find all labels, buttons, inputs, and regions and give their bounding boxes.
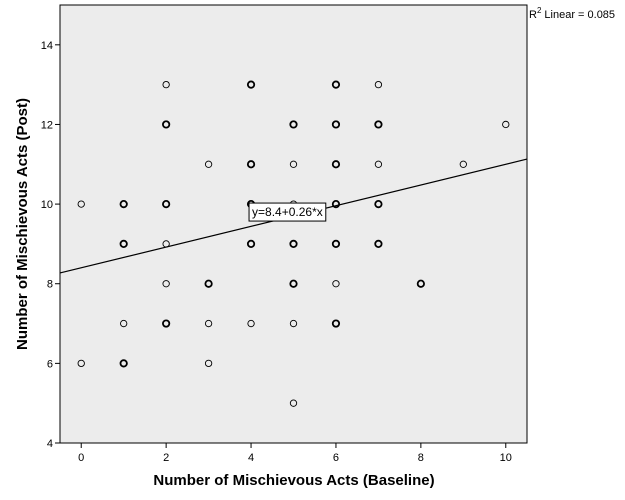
data-point — [331, 80, 341, 89]
plot-area — [59, 4, 528, 444]
data-point — [289, 120, 298, 129]
data-point — [331, 199, 341, 209]
data-point — [247, 319, 255, 328]
data-point — [120, 319, 128, 328]
data-point — [204, 160, 213, 168]
data-point — [162, 80, 170, 89]
x-tick-label: 6 — [333, 452, 339, 464]
data-point — [119, 239, 128, 249]
y-tick-label: 6 — [47, 358, 53, 370]
y-tick-label: 8 — [47, 279, 53, 291]
data-point — [374, 80, 383, 89]
data-point — [246, 80, 256, 89]
x-axis-title: Number of Mischievous Acts (Baseline) — [153, 472, 434, 489]
data-point — [331, 239, 341, 249]
data-point — [374, 160, 383, 168]
data-point — [416, 279, 425, 288]
x-tick-label: 8 — [418, 452, 424, 464]
data-point — [289, 160, 298, 168]
data-point — [204, 279, 213, 288]
x-tick-label: 0 — [78, 452, 84, 464]
data-point — [204, 359, 213, 368]
data-point — [289, 239, 298, 249]
data-point — [502, 120, 510, 129]
data-point — [374, 239, 383, 249]
fit-equation-frame — [248, 202, 327, 222]
fit-equation-label: y=8.4+0.26*x — [252, 205, 323, 219]
data-point — [119, 199, 128, 209]
data-points — [77, 80, 510, 407]
data-point — [204, 319, 213, 328]
data-point — [119, 359, 128, 368]
x-tick-label: 4 — [248, 452, 254, 464]
y-tick-label: 12 — [41, 119, 53, 131]
data-point — [289, 319, 298, 328]
data-point — [374, 120, 383, 129]
data-point — [331, 120, 341, 129]
x-tick-label: 2 — [163, 452, 169, 464]
y-tick-label: 10 — [41, 199, 53, 211]
data-point — [162, 120, 171, 129]
data-point — [246, 160, 256, 169]
r2-label: R2 Linear = 0.085 — [529, 6, 615, 21]
data-point — [162, 280, 170, 288]
data-point — [77, 200, 85, 208]
data-point — [374, 199, 383, 209]
r2-value: Linear = 0.085 — [544, 9, 615, 21]
data-point — [162, 199, 171, 209]
r2-prefix: R — [529, 9, 537, 21]
data-point — [331, 160, 341, 169]
y-tick-label: 4 — [47, 438, 53, 450]
r2-superscript: 2 — [537, 6, 542, 15]
data-point — [162, 319, 171, 328]
data-point — [289, 279, 298, 288]
y-axis-title: Number of Mischievous Acts (Post) — [14, 98, 31, 350]
data-point — [459, 160, 467, 168]
data-point — [331, 319, 341, 328]
fit-equation-box: y=8.4+0.26*x — [248, 202, 327, 222]
y-axis: 4 6 8 10 12 14 — [41, 40, 60, 450]
x-tick-label: 10 — [500, 452, 512, 464]
data-point — [289, 399, 298, 407]
data-point — [246, 239, 256, 249]
data-point — [332, 280, 340, 288]
data-point — [77, 359, 85, 368]
y-tick-label: 14 — [41, 40, 53, 52]
x-axis: 0 2 4 6 8 10 — [78, 443, 512, 464]
